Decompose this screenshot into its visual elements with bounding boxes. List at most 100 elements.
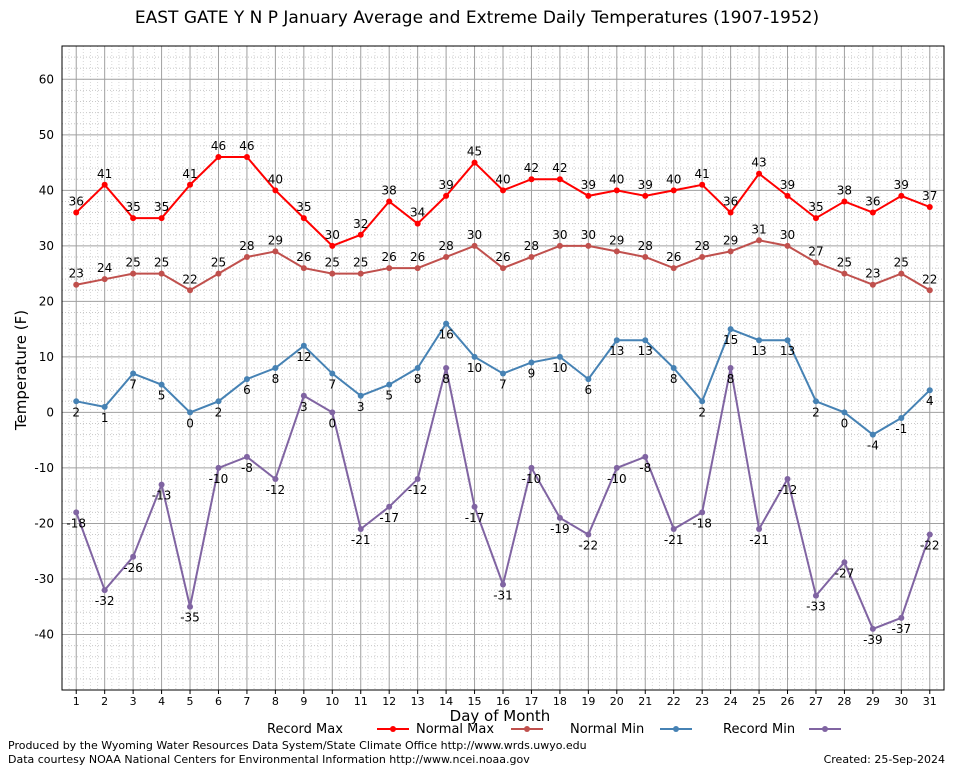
data-label-normal-max: 23: [69, 267, 84, 281]
data-point-normal-max: [329, 270, 336, 277]
data-point-record-max: [898, 192, 905, 199]
data-point-record-min: [73, 509, 80, 516]
data-point-normal-min: [300, 342, 307, 349]
data-point-record-max: [556, 176, 563, 183]
data-label-record-min: -37: [892, 622, 912, 636]
data-point-normal-max: [272, 248, 279, 255]
data-point-normal-max: [73, 281, 80, 288]
data-label-record-max: 35: [296, 200, 311, 214]
data-label-record-min: 3: [300, 400, 308, 414]
data-point-record-min: [243, 453, 250, 460]
data-label-normal-max: 25: [837, 256, 852, 270]
data-label-record-max: 46: [239, 139, 254, 153]
data-label-record-min: -13: [152, 489, 172, 503]
data-label-normal-max: 28: [524, 239, 539, 253]
data-point-record-min: [414, 476, 421, 483]
data-point-normal-min: [613, 337, 620, 344]
x-tick-label: 6: [215, 695, 222, 708]
data-label-record-min: -8: [639, 461, 651, 475]
data-label-normal-min: 4: [926, 394, 934, 408]
data-point-normal-max: [386, 265, 393, 272]
x-tick-label: 31: [923, 695, 937, 708]
data-point-normal-min: [243, 376, 250, 383]
data-point-record-min: [784, 476, 791, 483]
data-label-record-min: -35: [180, 611, 200, 625]
data-point-record-max: [841, 198, 848, 205]
x-tick-label: 10: [325, 695, 339, 708]
created-date: Created: 25-Sep-2024: [823, 753, 945, 766]
x-tick-label: 5: [187, 695, 194, 708]
data-label-record-max: 39: [581, 178, 596, 192]
data-point-normal-min: [471, 353, 478, 360]
data-point-normal-max: [841, 270, 848, 277]
credit-data-source: Data courtesy NOAA National Centers for …: [8, 753, 530, 766]
data-label-normal-min: 13: [780, 344, 795, 358]
data-label-normal-min: -1: [895, 422, 907, 436]
data-point-record-min: [556, 514, 563, 521]
data-label-record-min: -33: [806, 600, 826, 614]
data-label-record-max: 38: [837, 183, 852, 197]
data-label-normal-min: 0: [841, 416, 849, 430]
data-point-record-max: [158, 215, 165, 222]
data-label-normal-min: 2: [215, 405, 223, 419]
data-label-record-min: -12: [408, 483, 428, 497]
y-tick-label: -20: [34, 516, 54, 530]
data-label-normal-max: 25: [154, 256, 169, 270]
data-label-normal-min: 5: [385, 389, 393, 403]
y-tick-label: 0: [46, 405, 54, 419]
data-point-normal-min: [926, 387, 933, 394]
data-label-normal-max: 26: [666, 250, 681, 264]
data-label-record-max: 39: [638, 178, 653, 192]
legend-label: Record Max: [267, 722, 343, 737]
data-label-record-min: -27: [835, 566, 855, 580]
data-point-normal-max: [414, 265, 421, 272]
data-point-record-min: [101, 587, 108, 594]
x-tick-label: 12: [382, 695, 396, 708]
data-label-record-max: 42: [552, 161, 567, 175]
data-point-normal-max: [613, 248, 620, 255]
data-label-record-min: -18: [66, 516, 86, 530]
data-label-record-max: 40: [609, 172, 624, 186]
data-label-record-max: 35: [125, 200, 140, 214]
x-tick-label: 8: [272, 695, 279, 708]
x-tick-label: 28: [837, 695, 851, 708]
x-tick-label: 19: [581, 695, 595, 708]
data-point-normal-min: [73, 398, 80, 405]
data-label-record-max: 40: [495, 172, 510, 186]
x-tick-label: 2: [101, 695, 108, 708]
data-label-record-max: 41: [695, 167, 710, 181]
data-label-record-min: -22: [920, 539, 940, 553]
data-point-normal-min: [670, 365, 677, 371]
x-tick-label: 27: [809, 695, 823, 708]
data-label-normal-max: 26: [296, 250, 311, 264]
data-label-normal-min: 7: [328, 378, 336, 392]
data-point-normal-min: [841, 409, 848, 416]
data-label-normal-max: 22: [182, 272, 197, 286]
data-point-normal-min: [500, 370, 506, 377]
data-point-record-min: [300, 392, 307, 399]
data-label-record-max: 30: [325, 228, 340, 242]
data-point-normal-min: [272, 365, 279, 371]
data-label-record-min: -22: [579, 539, 599, 553]
data-label-normal-min: -4: [867, 439, 879, 453]
data-label-normal-min: 6: [585, 383, 593, 397]
data-label-normal-max: 30: [780, 228, 795, 242]
data-label-normal-max: 28: [239, 239, 254, 253]
data-label-record-max: 46: [211, 139, 226, 153]
x-tick-label: 13: [411, 695, 425, 708]
data-point-record-max: [73, 209, 80, 216]
data-point-normal-max: [642, 253, 649, 260]
data-point-record-min: [471, 503, 478, 510]
data-point-record-min: [443, 365, 450, 371]
x-tick-label: 20: [610, 695, 624, 708]
data-label-normal-max: 29: [609, 233, 624, 247]
data-label-normal-min: 8: [272, 372, 280, 386]
data-point-normal-max: [500, 265, 506, 272]
data-point-record-max: [699, 181, 706, 188]
data-point-record-min: [528, 464, 535, 471]
legend-item-normal-min: Normal Min: [570, 722, 692, 738]
data-label-normal-min: 13: [638, 344, 653, 358]
data-point-normal-min: [187, 409, 194, 416]
legend-label: Normal Max: [416, 722, 495, 737]
data-point-record-max: [670, 187, 677, 194]
